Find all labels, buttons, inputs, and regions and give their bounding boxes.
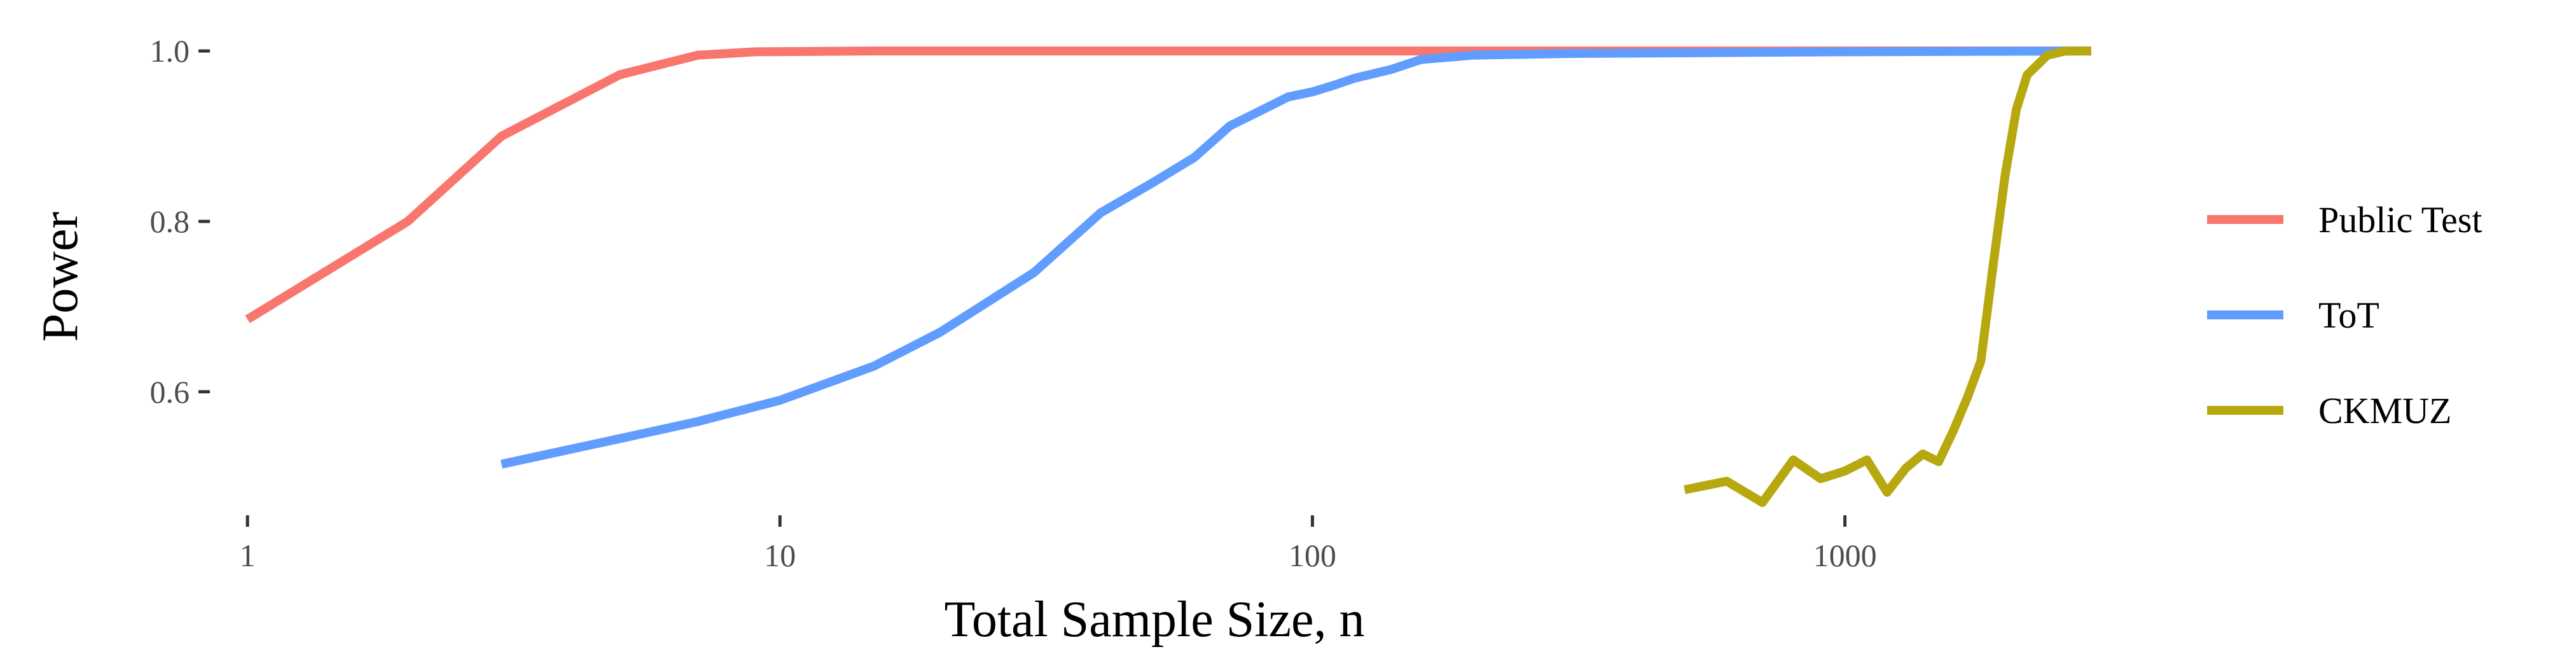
x-tick-label: 100 [1289, 538, 1336, 573]
y-tick-label: 0.6 [150, 374, 190, 410]
plot-lines [245, 46, 2091, 507]
legend-item-tot: ToT [2207, 295, 2379, 336]
series-line-public-test [245, 46, 2091, 323]
series-line-ckmuz [1684, 46, 2091, 507]
y-axis-title: Power [32, 212, 88, 342]
y-tick-label: 0.8 [150, 204, 190, 239]
x-tick-label: 1 [240, 538, 256, 573]
x-tick-label: 1000 [1813, 538, 1877, 573]
x-axis-title: Total Sample Size, n [945, 592, 1365, 648]
x-axis: 1 10 100 1000 [240, 515, 1877, 573]
series-line-tot [501, 46, 2091, 469]
y-tick-label: 1.0 [150, 33, 190, 69]
legend-item-ckmuz: CKMUZ [2207, 390, 2451, 431]
legend-label: CKMUZ [2318, 390, 2451, 431]
x-tick-label: 10 [764, 538, 796, 573]
legend-label: ToT [2318, 295, 2379, 336]
legend: Public Test ToT CKMUZ [2207, 199, 2483, 431]
y-axis: 0.6 0.8 1.0 [150, 33, 210, 410]
legend-item-public-test: Public Test [2207, 199, 2483, 240]
legend-label: Public Test [2318, 199, 2483, 240]
